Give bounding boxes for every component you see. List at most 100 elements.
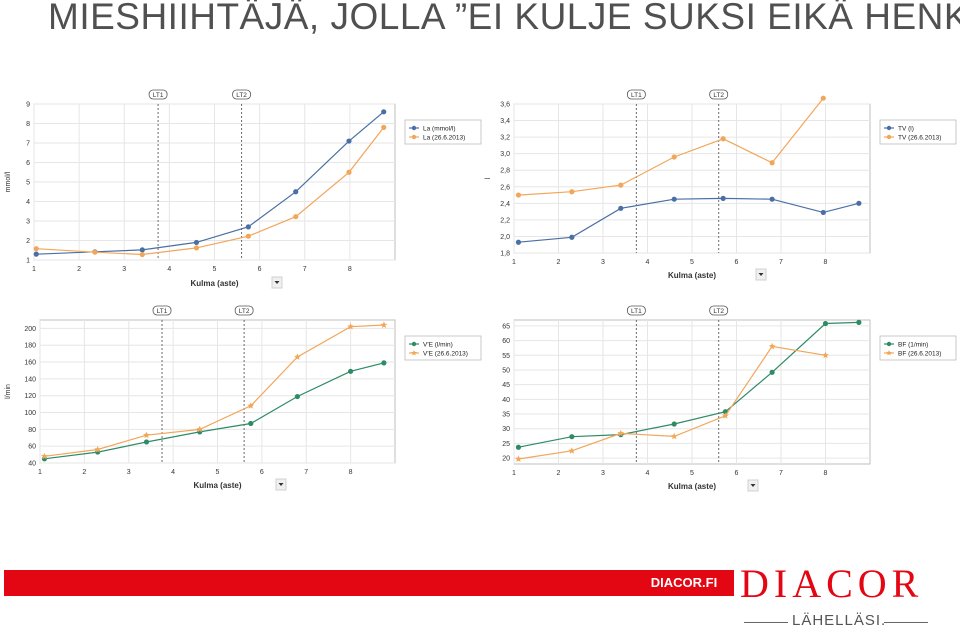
data-point	[569, 189, 575, 195]
data-point	[245, 224, 251, 230]
chevron-down-icon	[274, 281, 280, 284]
chart-svg: 1 2 3 4 5 6 7 8 40 60 80 100 120 140 160 180 200 Kulma (a…	[5, 305, 482, 491]
threshold-tag	[148, 89, 168, 100]
legend	[879, 119, 957, 145]
y-tick-label: 1,8	[500, 251, 510, 258]
x-tick-label: 5	[690, 259, 694, 266]
data-point	[193, 239, 200, 246]
data-point	[722, 412, 729, 419]
threshold-label: LT1	[631, 308, 642, 315]
data-point	[143, 431, 150, 439]
x-tick-label: 8	[348, 266, 352, 273]
y-tick-label: 4	[26, 199, 30, 206]
series-line	[44, 362, 385, 460]
data-point	[347, 323, 354, 330]
data-point	[569, 234, 575, 240]
data-point	[33, 251, 39, 257]
y-axis-label: l/min	[5, 384, 12, 399]
x-tick-label: 1	[38, 469, 42, 476]
series-line	[518, 197, 860, 243]
y-tick-label: 7	[26, 141, 30, 148]
data-point	[820, 95, 826, 101]
y-tick-label: 45	[502, 382, 510, 389]
legend-swatch	[886, 341, 892, 347]
x-tick-label: 4	[646, 470, 650, 477]
y-tick-label: 3,2	[500, 135, 510, 142]
legend-label: TV (l)	[898, 125, 914, 132]
data-point	[247, 402, 255, 409]
y-tick-label: 8	[26, 121, 30, 128]
data-point	[41, 452, 48, 460]
data-point	[248, 420, 254, 427]
data-point	[92, 249, 98, 255]
chevron-down-icon	[278, 483, 284, 486]
series-line	[44, 324, 384, 457]
y-tick-label: 40	[502, 397, 510, 404]
data-point	[768, 342, 776, 350]
x-tick-label: 3	[122, 266, 126, 273]
series-line	[36, 127, 385, 256]
y-tick-label: 55	[502, 353, 510, 360]
y-tick-label: 1	[26, 258, 30, 265]
data-point	[515, 239, 522, 245]
y-tick-label: 180	[24, 343, 36, 350]
x-axis-label: Kulma (aste)	[190, 279, 238, 288]
threshold-tag	[626, 89, 646, 100]
x-axis-label: Kulma (aste)	[193, 481, 241, 490]
data-point	[381, 360, 387, 366]
y-tick-label: 120	[24, 393, 36, 400]
y-axis-label: mmol/l	[5, 171, 12, 192]
x-tick-label: 3	[601, 259, 605, 266]
x-tick-label: 4	[171, 469, 175, 476]
x-tick-label: 4	[167, 266, 171, 273]
data-point	[618, 205, 624, 211]
threshold-label: LT2	[713, 92, 724, 99]
data-point	[618, 182, 624, 188]
x-tick-label: 6	[735, 259, 739, 266]
data-point	[294, 393, 300, 400]
data-point	[33, 246, 39, 252]
series-line	[518, 321, 859, 448]
chart-breathing-frequency: 1 2 3 4 5 6 7 8 20 25 30 35 40 45 50 55 60 65 Kulma (aste)…	[480, 298, 960, 500]
legend-swatch	[886, 134, 892, 140]
x-tick-label: 3	[127, 469, 131, 476]
y-tick-label: 2,8	[500, 168, 510, 175]
slide-title: MIESHIIHTÄJÄ, JOLLA ”EI KULJE SUKSI EIKÄ…	[48, 0, 960, 37]
y-tick-label: 3,0	[500, 151, 510, 158]
legend-swatch	[411, 125, 417, 131]
y-tick-label: 6	[26, 160, 30, 167]
data-point	[820, 209, 826, 216]
legend	[404, 335, 482, 361]
y-tick-label: 60	[502, 338, 510, 345]
data-point	[856, 319, 862, 325]
footer-brand-bar	[4, 570, 634, 596]
data-point	[769, 196, 775, 202]
legend	[879, 335, 957, 361]
y-tick-label: 2,6	[500, 184, 510, 191]
chart-ventilation: 1 2 3 4 5 6 7 8 40 60 80 100 120 140 160 180 200 Kulma (a…	[0, 298, 482, 500]
x-tick-label: 1	[32, 266, 36, 273]
diacor-logo: DIACOR	[740, 561, 924, 606]
y-tick-label: 2,4	[500, 201, 510, 208]
data-point	[143, 439, 150, 445]
x-axis-label: Kulma (aste)	[668, 482, 716, 491]
y-tick-label: 5	[26, 180, 30, 187]
threshold-label: LT2	[239, 308, 250, 315]
tagline-rule-left	[744, 622, 788, 623]
x-tick-label: 5	[216, 469, 220, 476]
x-tick-label: 2	[77, 266, 81, 273]
x-tick-label: 8	[824, 259, 828, 266]
x-tick-label: 2	[557, 259, 561, 266]
x-tick-label: 1	[512, 259, 516, 266]
y-tick-label: 2	[26, 238, 30, 245]
legend-swatch	[411, 341, 417, 347]
legend-swatch	[886, 125, 892, 131]
y-tick-label: 3,6	[500, 102, 510, 109]
footer-url[interactable]: DIACOR.FI	[634, 570, 734, 596]
threshold-label: LT1	[157, 308, 168, 315]
legend-label: La (26.6.2013)	[423, 134, 465, 141]
chevron-down-icon	[750, 484, 756, 487]
data-point	[515, 455, 522, 462]
x-tick-label: 5	[213, 266, 217, 273]
